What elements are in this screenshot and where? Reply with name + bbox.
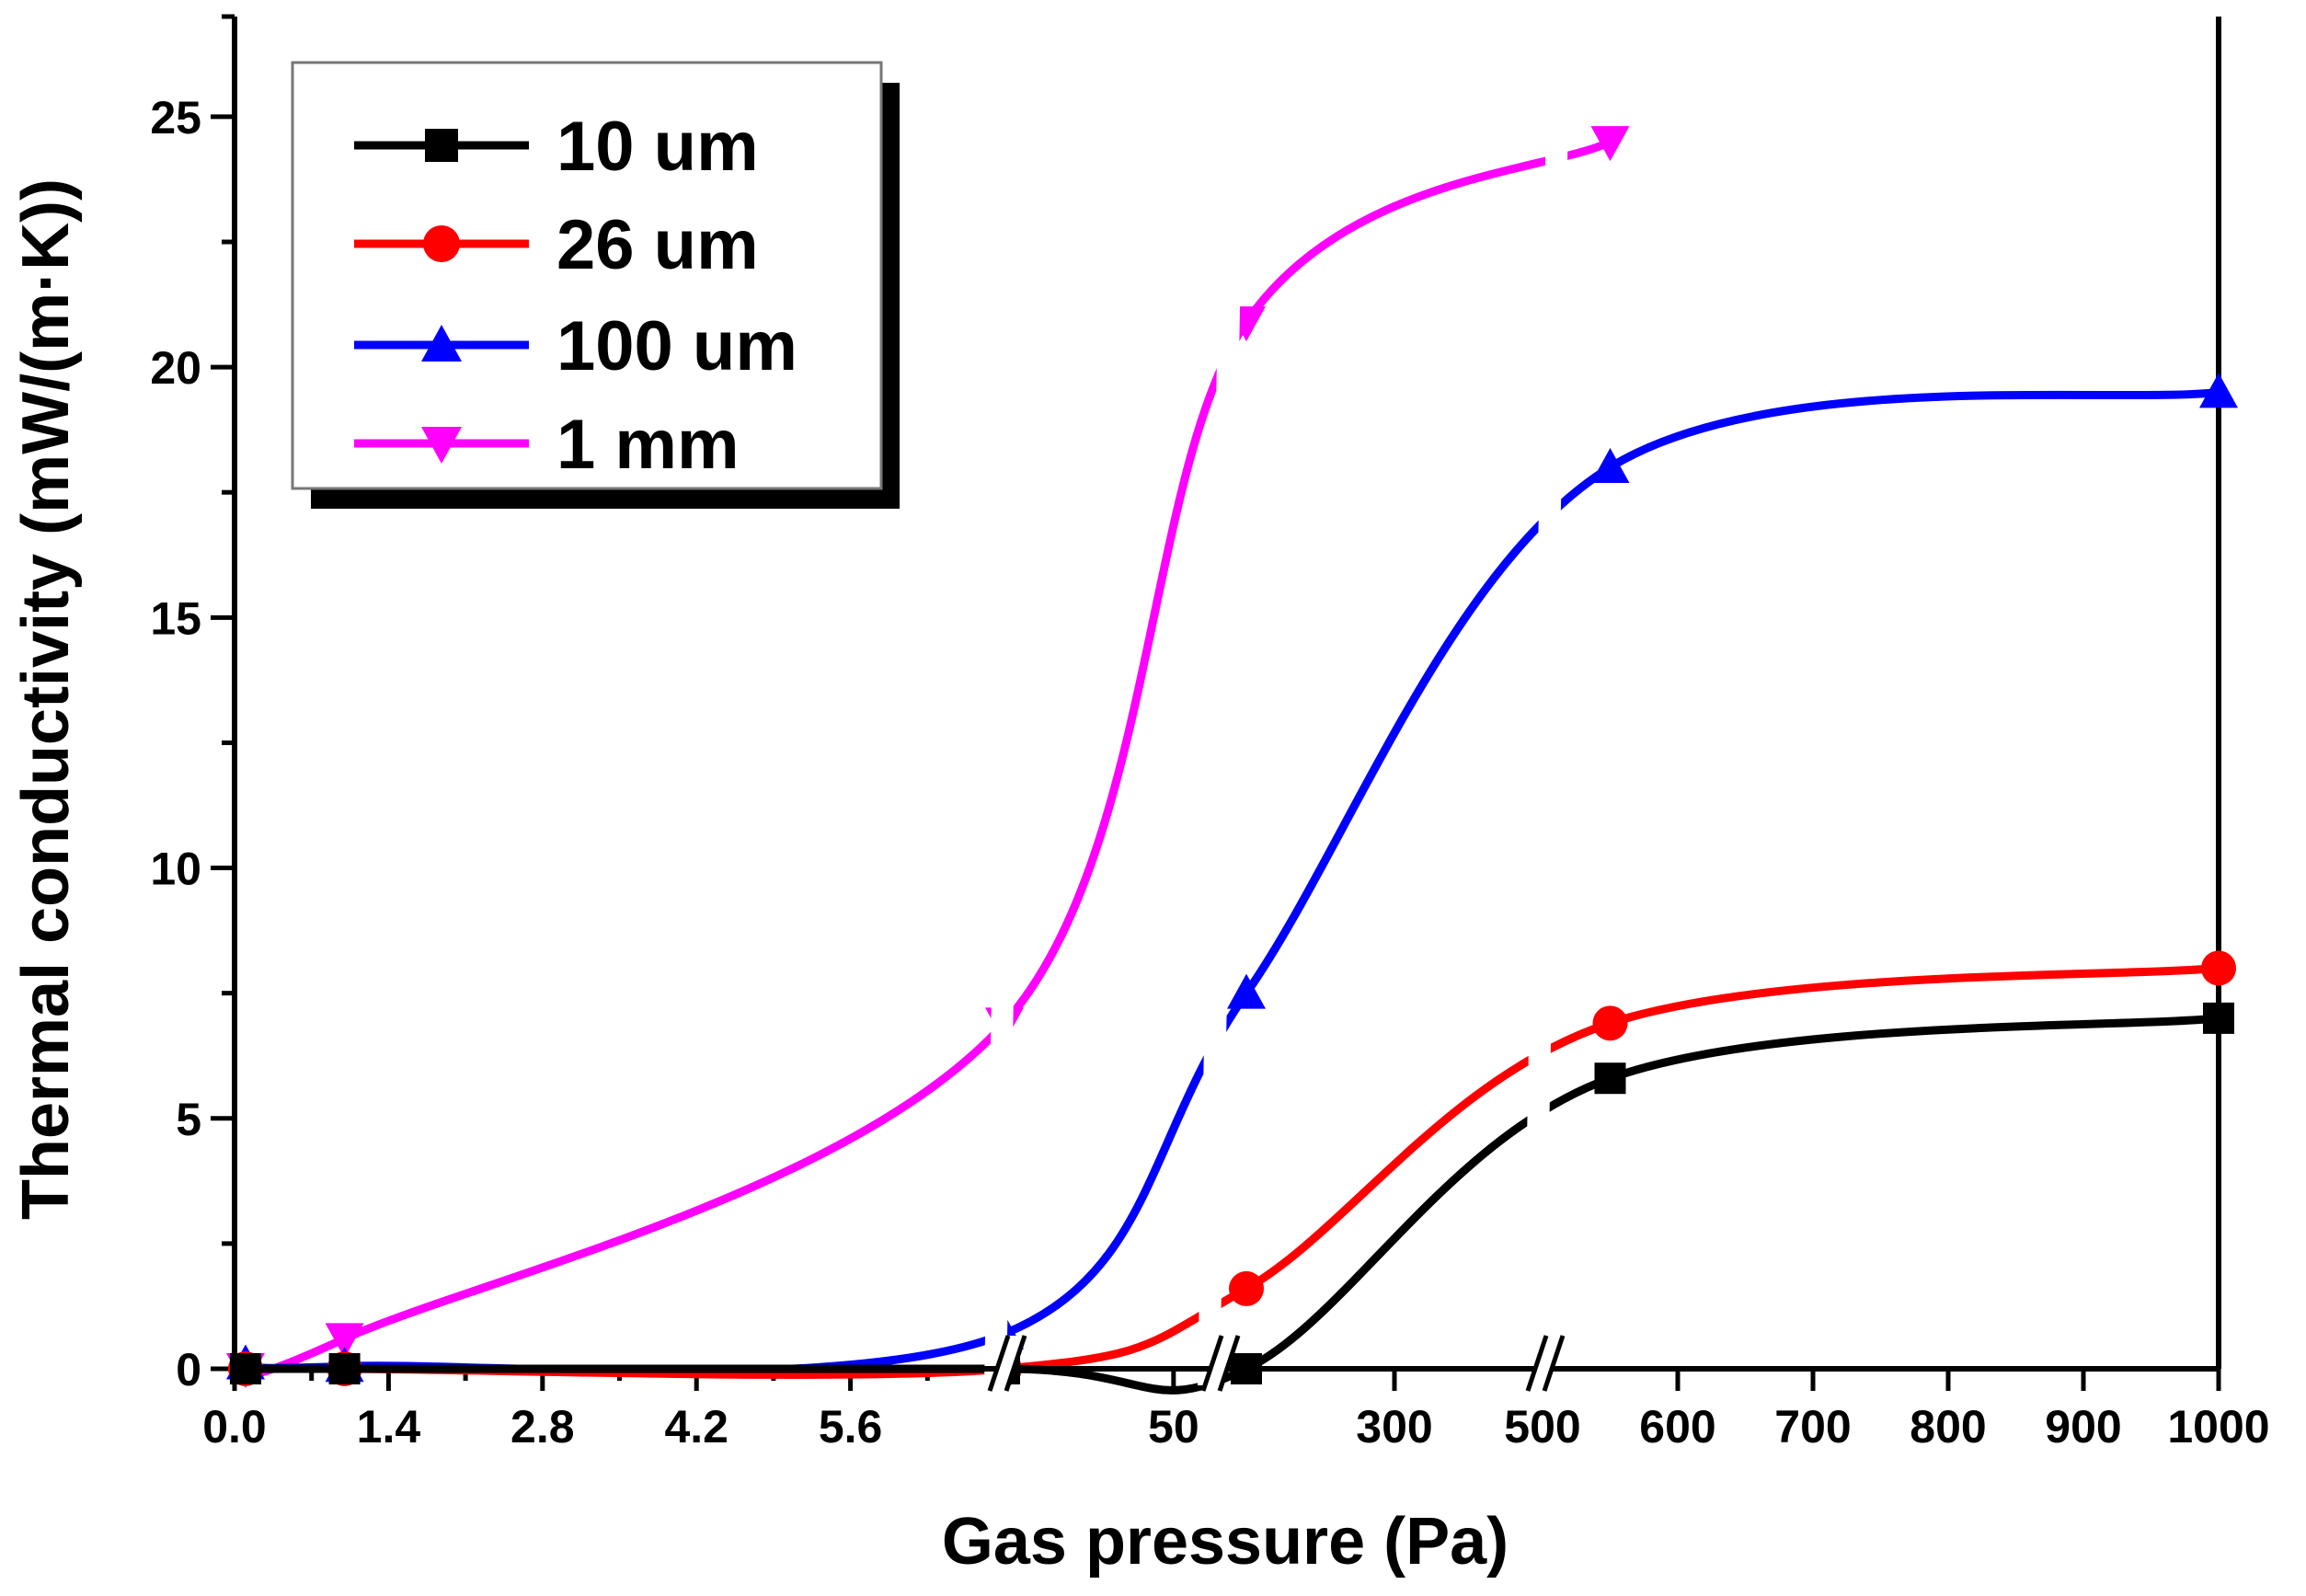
x-axis-title: Gas pressure (Pa): [942, 1505, 1509, 1579]
data-point-circle: [423, 225, 460, 262]
legend-label: 100 um: [556, 307, 797, 385]
data-point-square: [425, 129, 458, 162]
y-axis-title: Thermal conductivity (mW/(m·K)): [9, 178, 83, 1220]
data-point-circle: [1592, 1005, 1628, 1041]
y-tick-label: 0: [176, 1344, 201, 1395]
legend-item: 26 um: [354, 206, 759, 284]
legend-item: 100 um: [354, 307, 797, 385]
x-tick-label: 5.6: [819, 1401, 883, 1452]
axis-break-mark: [1004, 1335, 1027, 1392]
axis-break-mask: [1526, 1336, 1563, 1391]
y-tick-label: 10: [150, 844, 201, 895]
y-tick-label: 20: [150, 342, 201, 394]
x-tick-label: 1.4: [357, 1401, 421, 1452]
x-tick-label: 4.2: [664, 1401, 729, 1452]
x-tick-label: 600: [1639, 1401, 1715, 1452]
legend-item: 1 mm: [354, 406, 740, 484]
x-tick-label: 0.0: [202, 1401, 267, 1452]
legend-label: 10 um: [556, 108, 759, 186]
legend-label: 26 um: [556, 206, 759, 284]
x-tick-label: 700: [1774, 1401, 1851, 1452]
y-tick-label: 15: [150, 592, 201, 644]
axis-break-mask: [988, 1336, 1025, 1391]
axis-break-gap: [1522, 17, 1570, 1385]
y-tick-label: 25: [150, 92, 201, 144]
data-point-triangle-up: [1227, 973, 1266, 1009]
data-point-triangle-up: [421, 325, 462, 362]
data-point-triangle-down: [325, 1323, 364, 1359]
data-point-square: [1594, 1062, 1626, 1095]
axis-break-gap: [984, 17, 1032, 1385]
legend-item: 10 um: [354, 108, 759, 186]
axis-break-mark: [1217, 1335, 1241, 1392]
axis-break-mark: [1525, 1335, 1549, 1392]
y-tick-label: 5: [176, 1094, 201, 1145]
data-point-triangle-up: [1590, 448, 1630, 483]
axis-break-mark: [1542, 1335, 1566, 1392]
x-tick-label: 2.8: [511, 1401, 575, 1452]
axis-break-mark: [987, 1335, 1011, 1392]
legend-box: [291, 61, 883, 490]
legend: 10 um 26 um 100 um 1 mm: [291, 61, 900, 509]
axis-break-gap: [1198, 17, 1245, 1385]
data-point-square: [2203, 1002, 2234, 1034]
x-tick-label: 1000: [2167, 1401, 2269, 1452]
x-tick-label: 300: [1356, 1401, 1432, 1452]
x-tick-label: 900: [2045, 1401, 2121, 1452]
plot-area: 0 5 10 15 20 25 0.0 1.4 2.8 4.2 5.6 50 300 500 600 700 8…: [150, 14, 2270, 1452]
axis-break-mark: [1200, 1335, 1224, 1392]
x-tick-label: 800: [1910, 1401, 1986, 1452]
x-tick-label: 50: [1148, 1401, 1199, 1452]
data-point-triangle-down: [421, 427, 462, 464]
data-point-circle: [1229, 1270, 1264, 1306]
x-tick-label: 500: [1504, 1401, 1580, 1452]
data-point-circle: [2201, 950, 2236, 986]
legend-label: 1 mm: [556, 406, 740, 484]
data-point-triangle-up: [2199, 373, 2238, 408]
axis-break-mask: [1201, 1336, 1238, 1391]
data-point-triangle-down: [1590, 126, 1630, 162]
